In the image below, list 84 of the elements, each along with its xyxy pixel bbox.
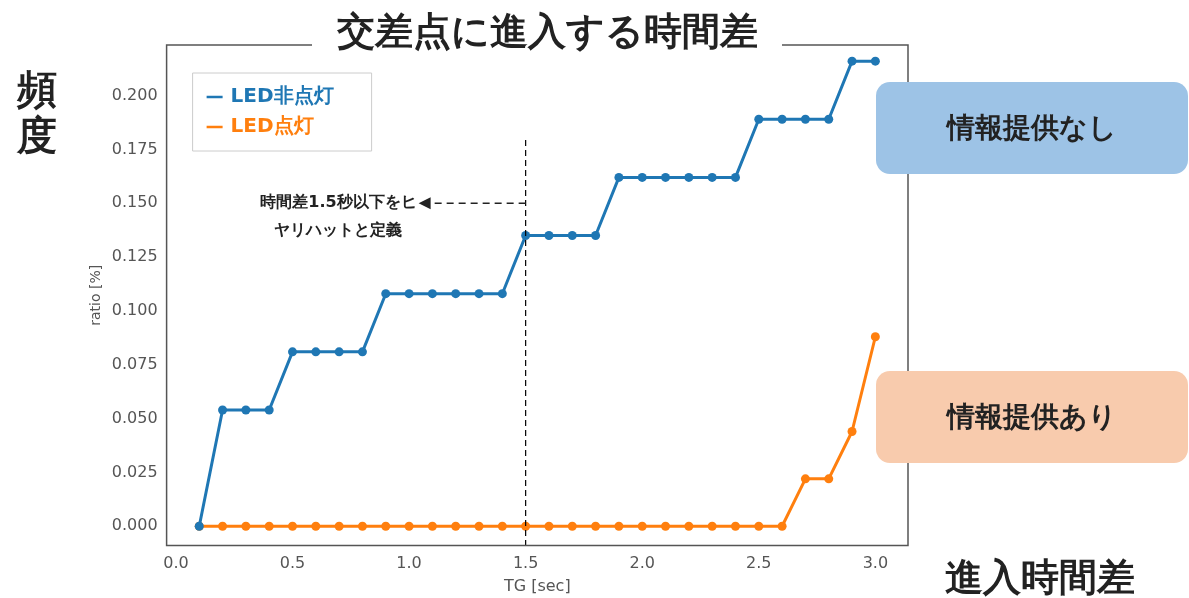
- point: [614, 521, 624, 531]
- point: [684, 521, 694, 531]
- point: [591, 231, 601, 241]
- legend-label: LED非点灯: [230, 83, 334, 108]
- y-tick-label: 0.125: [111, 246, 158, 266]
- point: [614, 172, 624, 182]
- point: [847, 426, 857, 436]
- point: [824, 114, 834, 124]
- point: [567, 231, 577, 241]
- chart-title: 交差点に進入する時間差: [312, 8, 782, 54]
- point: [241, 405, 251, 415]
- y-tick-label: 0.050: [111, 407, 158, 427]
- point: [544, 521, 554, 531]
- rounded-panel: 情報提供あり: [876, 371, 1188, 463]
- point: [637, 521, 647, 531]
- y-tick-label: 0.175: [111, 138, 158, 158]
- point: [334, 521, 344, 531]
- x-tick-label: 0.5: [279, 553, 306, 573]
- point: [754, 114, 764, 124]
- point: [311, 347, 321, 357]
- point: [427, 289, 437, 299]
- point: [241, 521, 251, 531]
- point: [847, 56, 857, 66]
- point: [777, 114, 787, 124]
- point: [777, 521, 787, 531]
- point: [218, 405, 228, 415]
- point: [264, 405, 274, 415]
- x-tick-label: 1.0: [396, 553, 422, 573]
- point: [824, 474, 834, 484]
- y-tick-label: 0.075: [111, 353, 158, 373]
- point: [357, 521, 367, 531]
- point: [800, 474, 810, 484]
- point: [870, 56, 880, 66]
- x-tick-label: 3.0: [862, 553, 889, 573]
- point: [661, 521, 671, 531]
- point: [707, 172, 717, 182]
- point: [288, 521, 297, 531]
- point: [497, 521, 507, 531]
- point: [451, 521, 461, 531]
- point: [800, 114, 810, 124]
- point: [521, 521, 531, 531]
- x-axis-title: TG [sec]: [502, 575, 571, 595]
- annotation: 時間差1.5秒以下をヒヤリハットと定義: [260, 192, 417, 240]
- y-tick-label: 0.100: [111, 300, 158, 320]
- point: [311, 521, 321, 531]
- point: [427, 521, 437, 531]
- point: [288, 347, 297, 357]
- point: [661, 172, 671, 182]
- point: [404, 521, 414, 531]
- y-tick-label: 0.000: [111, 515, 158, 535]
- point: [357, 347, 367, 357]
- point: [754, 521, 764, 531]
- point: [264, 521, 274, 531]
- text: 頻度: [12, 66, 62, 158]
- point: [684, 172, 694, 182]
- y-tick-label: 0.150: [111, 192, 158, 212]
- point: [451, 289, 461, 299]
- y-tick-label: 0.200: [111, 84, 158, 104]
- point: [474, 289, 484, 299]
- point: [707, 521, 717, 531]
- point: [218, 521, 228, 531]
- x-tick-label: 0.0: [163, 553, 189, 573]
- legend-label: LED点灯: [230, 113, 314, 138]
- x-tick-label: 2.0: [629, 553, 655, 573]
- point: [730, 172, 740, 182]
- point: [870, 332, 880, 342]
- point: [381, 521, 391, 531]
- x-tick-label: 1.5: [512, 553, 539, 573]
- point: [637, 172, 647, 182]
- rounded-panel: 情報提供なし: [876, 82, 1188, 174]
- point: [521, 231, 531, 241]
- point: [730, 521, 740, 531]
- point: [474, 521, 484, 531]
- point: [381, 289, 391, 299]
- point: [334, 347, 344, 357]
- point: [497, 289, 507, 299]
- y-tick-label: 0.025: [111, 461, 158, 481]
- point: [544, 231, 554, 241]
- point: [567, 521, 577, 531]
- point: [404, 289, 414, 299]
- y-axis-title: ratio [%]: [87, 264, 104, 326]
- x-tick-label: 2.5: [746, 553, 772, 573]
- point: [591, 521, 601, 531]
- text: 進入時間差: [945, 554, 1135, 598]
